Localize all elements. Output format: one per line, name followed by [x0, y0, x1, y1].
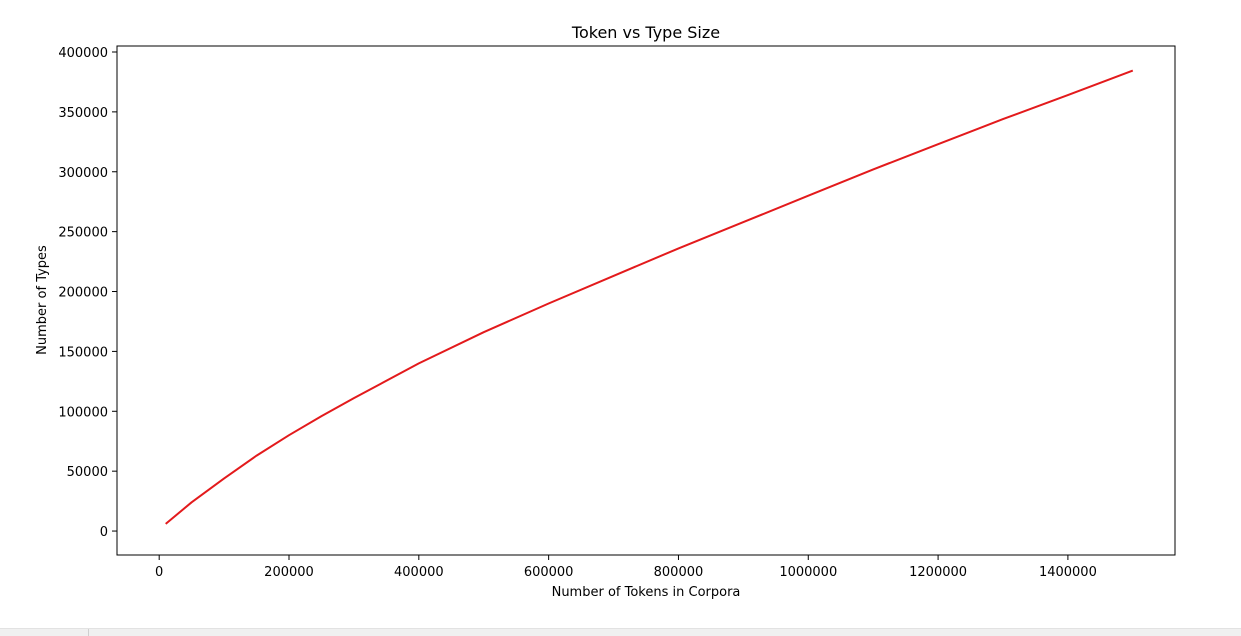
x-axis-ticks: 0 200000 400000 600000 800000 1000000 1200000 1… — [155, 555, 1097, 580]
series-line — [165, 69, 1134, 525]
plot-frame — [116, 45, 1176, 556]
x-tick-label: 0 — [155, 565, 163, 580]
x-tick-label: 600000 — [524, 565, 574, 580]
series-layer — [165, 69, 1134, 525]
bottom-strip — [0, 628, 1241, 636]
x-tick-label: 200000 — [264, 565, 314, 580]
x-tick-label: 1200000 — [909, 565, 967, 580]
y-tick-label: 200000 — [58, 286, 108, 301]
y-axis-ticks: 0 50000 100000 150000 200000 250000 300000 3500… — [58, 46, 117, 540]
x-tick-label: 1400000 — [1039, 565, 1097, 580]
chart-title: Token vs Type Size — [571, 23, 720, 42]
y-axis-label: Number of Types — [35, 245, 50, 355]
y-tick-label: 0 — [100, 525, 108, 540]
y-tick-label: 50000 — [67, 465, 108, 480]
y-tick-label: 150000 — [58, 345, 108, 360]
y-tick-label: 300000 — [58, 166, 108, 181]
x-tick-label: 400000 — [394, 565, 444, 580]
y-tick-label: 400000 — [58, 46, 108, 61]
y-tick-label: 350000 — [58, 106, 108, 121]
x-tick-label: 800000 — [654, 565, 704, 580]
y-tick-label: 250000 — [58, 226, 108, 241]
x-axis-label: Number of Tokens in Corpora — [552, 585, 741, 600]
x-tick-label: 1000000 — [779, 565, 837, 580]
strip-separator — [88, 629, 89, 636]
y-tick-label: 100000 — [58, 405, 108, 420]
